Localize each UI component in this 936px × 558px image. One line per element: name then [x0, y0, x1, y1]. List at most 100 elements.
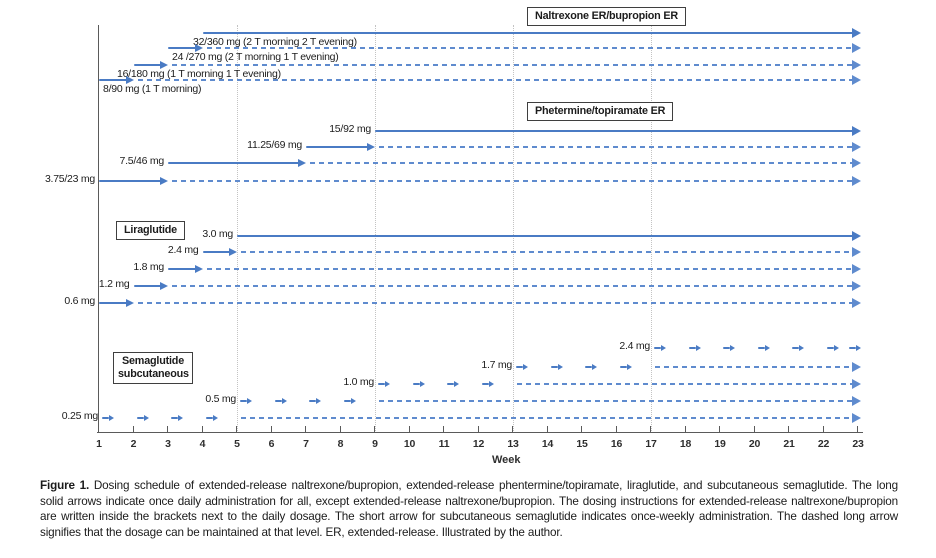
solid-arrow-line	[133, 285, 161, 287]
solid-arrow-line	[202, 251, 230, 253]
weekly-short-arrow-line	[343, 400, 351, 402]
dose-label: 7.5/46 mg	[119, 155, 165, 167]
dosing-schedule-chart: Naltrexone ER/bupropion ER Phetermine/to…	[44, 7, 864, 466]
x-axis-tick-label: 8	[337, 438, 344, 450]
dose-label: 8/90 mg (1 T morning)	[103, 83, 202, 95]
drug-label-phentermine-topiramate: Phetermine/topiramate ER	[527, 102, 674, 121]
weekly-short-arrowhead	[695, 345, 701, 351]
solid-arrow-line	[168, 268, 196, 270]
dashed-maintenance-line	[241, 417, 852, 419]
weekly-short-arrowhead	[661, 345, 666, 351]
x-axis-tick	[615, 426, 617, 433]
x-axis-tick-label: 14	[541, 438, 554, 450]
weekly-short-arrow-line	[309, 400, 316, 402]
dashed-arrowhead	[852, 142, 861, 152]
drug-label-semaglutide: Semaglutide subcutaneous	[113, 352, 193, 384]
weekly-short-arrowhead	[385, 381, 390, 387]
dashed-arrowhead	[852, 281, 861, 291]
weekly-short-arrow-line	[826, 347, 834, 349]
weekly-short-arrow-line	[412, 383, 420, 385]
y-axis	[98, 25, 99, 433]
dashed-maintenance-line	[379, 146, 852, 148]
x-axis-tick-label: 12	[472, 438, 485, 450]
x-axis-tick	[684, 426, 686, 433]
dose-label: 3.75/23 mg	[44, 173, 95, 185]
x-axis-tick	[546, 426, 548, 433]
x-axis-tick-label: 7	[303, 438, 309, 450]
figure-caption-text: Dosing schedule of extended-release nalt…	[40, 479, 898, 539]
dashed-arrowhead	[852, 176, 861, 186]
x-axis-tick	[512, 426, 514, 433]
x-axis-tick	[581, 426, 583, 433]
dashed-arrowhead	[852, 75, 861, 85]
weekly-short-arrowhead	[143, 415, 149, 421]
weekly-short-arrowhead	[488, 381, 494, 387]
x-axis-tick-label: 3	[165, 438, 171, 450]
weekly-short-arrowhead	[557, 364, 563, 370]
weekly-short-arrowhead	[833, 345, 839, 351]
solid-arrowhead	[852, 126, 861, 136]
solid-arrow-line	[202, 32, 854, 34]
x-axis-tick	[477, 426, 479, 433]
weekly-short-arrow-line	[378, 383, 385, 385]
dashed-arrowhead	[852, 413, 861, 423]
weekly-short-arrow-line	[757, 347, 765, 349]
dose-label: 1.2 mg	[98, 278, 130, 290]
x-axis-tick	[443, 426, 445, 433]
solid-arrowhead	[160, 282, 168, 290]
x-axis-tick-label: 18	[679, 438, 692, 450]
x-axis-tick-label: 2	[130, 438, 137, 450]
dashed-arrowhead	[852, 264, 861, 274]
dashed-arrowhead	[852, 396, 861, 406]
solid-arrowhead	[367, 143, 375, 151]
x-axis-tick-label: 21	[783, 438, 795, 450]
x-axis-tick	[236, 426, 238, 433]
solid-arrow-line	[375, 130, 854, 132]
dashed-maintenance-line	[172, 180, 852, 182]
weekly-short-arrow-line	[102, 417, 109, 419]
dashed-arrowhead	[852, 60, 861, 70]
x-axis-tick	[132, 426, 134, 433]
x-axis-tick-label: 16	[610, 438, 623, 450]
weekly-short-arrow-line	[240, 400, 247, 402]
week-gridline	[512, 25, 514, 433]
weekly-short-arrow-line	[585, 366, 592, 368]
x-axis-tick-label: 10	[403, 438, 416, 450]
dose-label: 1.0 mg	[343, 376, 374, 388]
weekly-short-arrow-line	[274, 400, 282, 402]
x-axis-tick	[339, 426, 341, 433]
solid-arrow-line	[168, 47, 196, 49]
solid-arrowhead	[194, 44, 203, 52]
x-axis-tick	[374, 426, 376, 433]
x-axis-tick-label: 4	[199, 438, 206, 450]
x-axis-tick	[822, 426, 824, 433]
x-axis-tick-label: 6	[268, 438, 275, 450]
weekly-short-arrowhead	[109, 415, 114, 421]
dose-label: 15/92 mg	[329, 123, 371, 135]
dose-label: 11.25/69 mg	[247, 139, 302, 151]
dashed-arrowhead	[852, 298, 861, 308]
x-axis-tick-label: 1	[96, 438, 102, 450]
solid-arrow-line	[99, 302, 127, 304]
x-axis-tick	[167, 426, 169, 433]
x-axis-tick-label: 9	[372, 438, 378, 450]
weekly-short-arrow-line	[723, 347, 730, 349]
weekly-short-arrowhead	[247, 398, 252, 404]
weekly-short-arrow-line	[205, 417, 213, 419]
weekly-short-arrow-line	[136, 417, 144, 419]
solid-arrowhead	[125, 299, 134, 307]
solid-arrow-line	[133, 64, 161, 66]
dose-label: 1.7 mg	[481, 359, 512, 371]
solid-arrow-line	[237, 235, 854, 237]
x-axis-tick	[201, 426, 203, 433]
x-axis-title: Week	[492, 454, 521, 466]
solid-arrowhead	[125, 76, 134, 84]
weekly-short-arrow-line	[550, 366, 558, 368]
solid-arrowhead	[194, 265, 203, 273]
weekly-short-arrow-line	[849, 347, 856, 349]
weekly-short-arrowhead	[523, 364, 528, 370]
solid-arrow-line	[99, 180, 161, 182]
x-axis-tick	[753, 426, 755, 433]
dashed-maintenance-line	[655, 366, 852, 368]
